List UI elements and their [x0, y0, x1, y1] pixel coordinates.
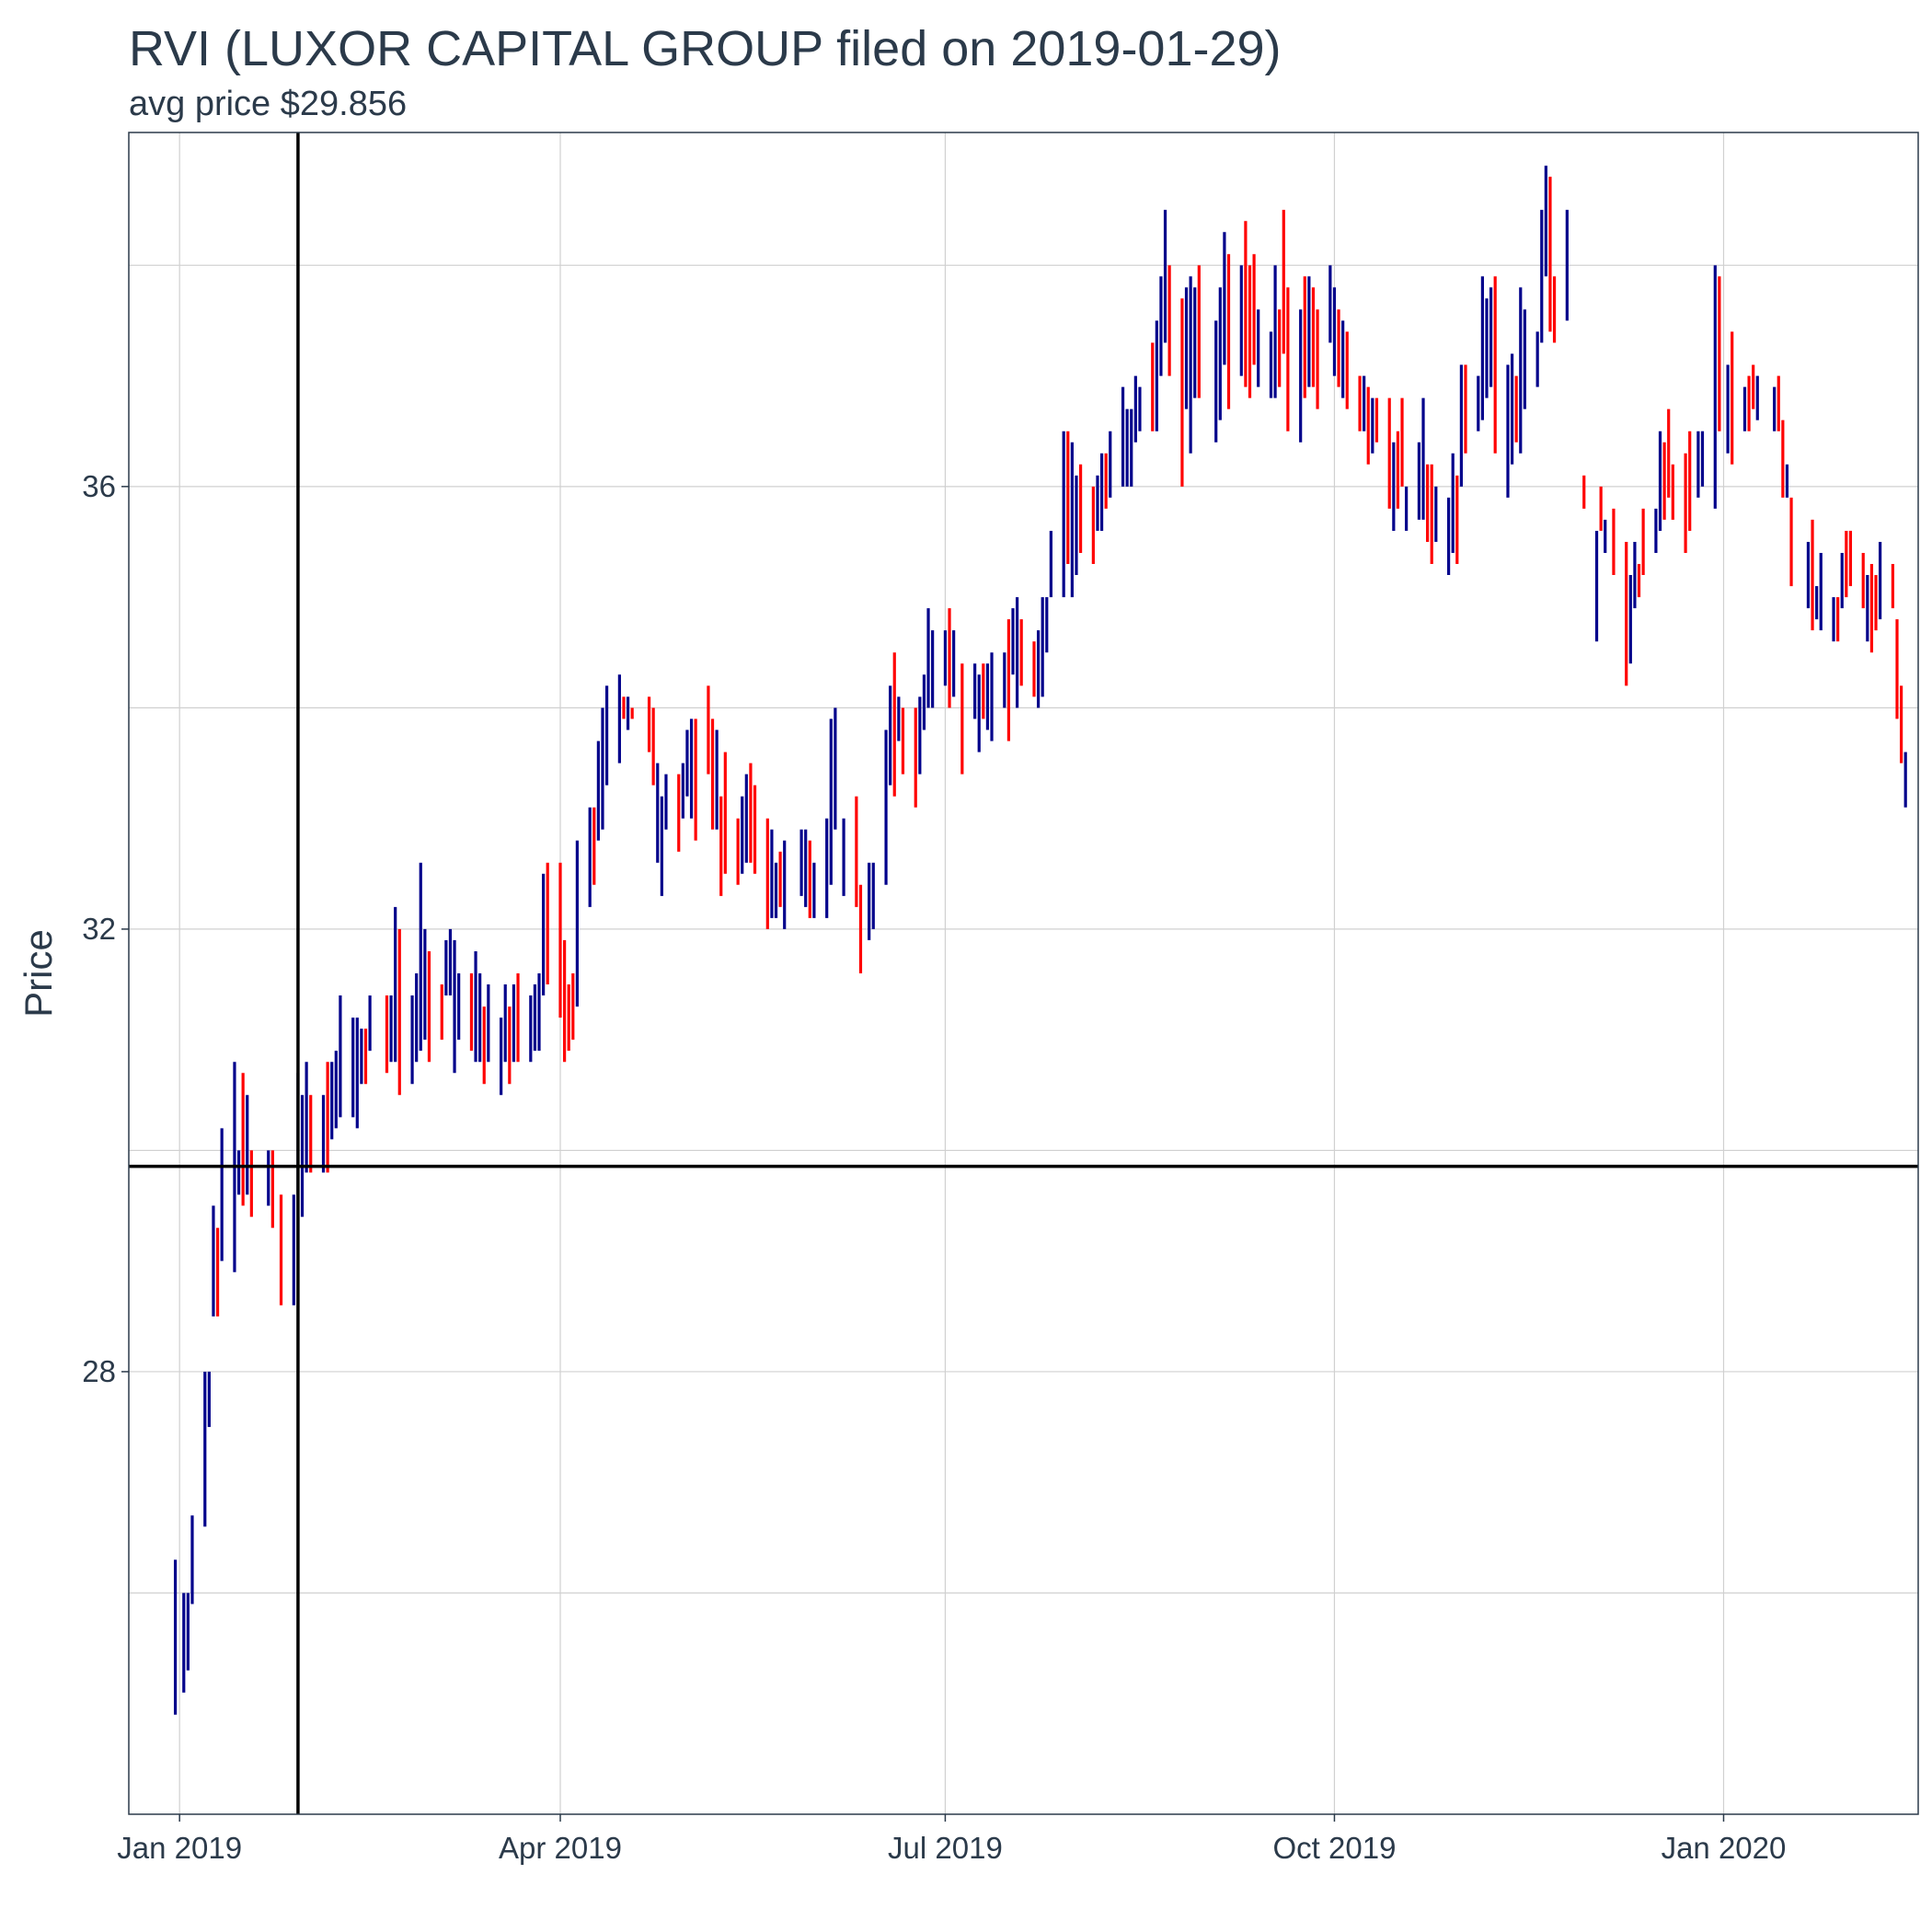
x-tick-label: Apr 2019 — [499, 1831, 622, 1865]
x-tick-label: Jul 2019 — [888, 1831, 1003, 1865]
y-tick-label: 36 — [82, 469, 116, 503]
y-tick-label: 28 — [82, 1354, 116, 1388]
x-tick-label: Oct 2019 — [1273, 1831, 1397, 1865]
axis-layer: 28 32 36 Jan 2019 Apr 2019 Jul 2019 Oct 2019 Ja… — [82, 469, 1786, 1865]
chart-title: RVI (LUXOR CAPITAL GROUP filed on 2019-0… — [129, 21, 1282, 76]
bars-layer — [173, 166, 1907, 1715]
x-tick-label: Jan 2019 — [117, 1831, 242, 1865]
reference-lines — [129, 132, 1918, 1814]
y-tick-label: 32 — [82, 912, 116, 946]
x-tick-label: Jan 2020 — [1662, 1831, 1787, 1865]
chart-subtitle: avg price $29.856 — [129, 85, 408, 123]
plot-frame — [128, 132, 1919, 1815]
grid-layer — [129, 132, 1918, 1814]
y-axis-title: Price — [17, 929, 60, 1018]
